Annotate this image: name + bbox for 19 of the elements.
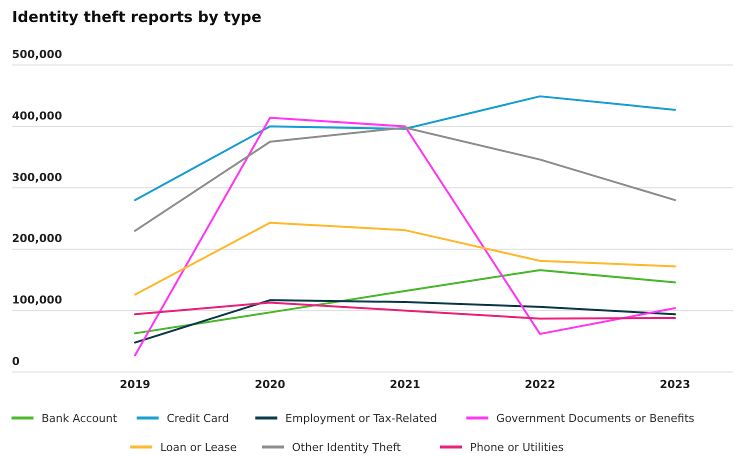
x-tick-label: 2020 (254, 378, 286, 391)
legend-label: Bank Account (42, 412, 118, 425)
y-tick-label: 200,000 (12, 232, 62, 246)
y-tick-label: 0 (12, 355, 20, 368)
legend-label: Phone or Utilities (470, 441, 564, 454)
y-tick-label: 100,000 (12, 294, 62, 307)
x-tick-label: 2021 (390, 378, 420, 391)
legend-label: Other Identity Theft (292, 441, 402, 454)
y-tick-label: 500,000 (12, 48, 62, 61)
x-tick-label: 2019 (120, 378, 150, 391)
legend-label: Loan or Lease (160, 441, 237, 454)
y-tick-label: 400,000 (12, 109, 62, 122)
legend-label: Government Documents or Benefits (496, 412, 695, 425)
x-tick-label: 2022 (524, 378, 556, 391)
y-tick-label: 300,000 (12, 170, 62, 184)
x-tick-label: 2023 (660, 378, 690, 391)
legend-label: Employment or Tax-Related (285, 412, 438, 425)
chart-title: Identity theft reports by type (12, 8, 262, 26)
legend-label: Credit Card (166, 412, 230, 425)
